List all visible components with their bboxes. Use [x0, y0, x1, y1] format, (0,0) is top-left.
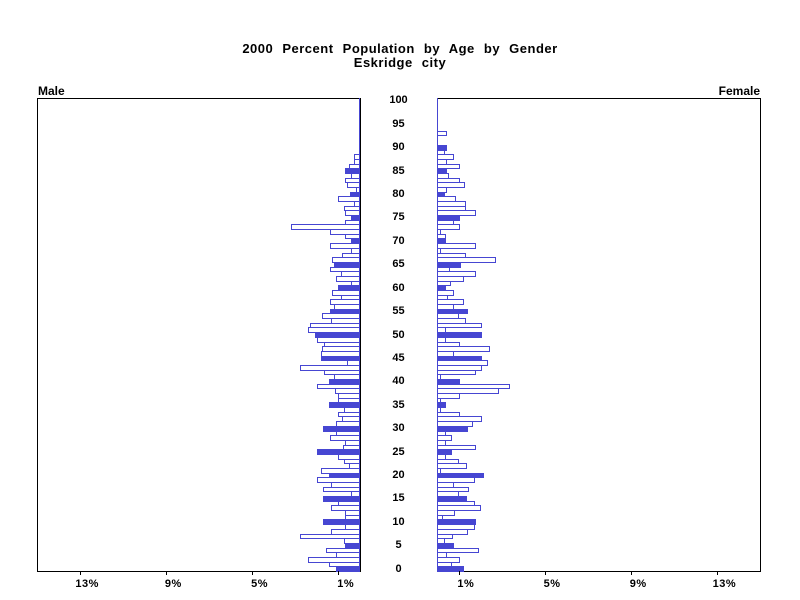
age-tick-label-35: 35	[392, 398, 405, 411]
age-tick-label-75: 75	[392, 211, 405, 224]
female-bar-age-63	[437, 271, 476, 277]
age-tick-label-90: 90	[392, 141, 405, 154]
female-x-tick-label-5: 5%	[543, 578, 561, 590]
female-x-tick-label-13: 13%	[712, 578, 737, 590]
male-bar-age-4	[326, 548, 360, 553]
male-bar-age-15	[323, 496, 360, 502]
female-bar-age-4	[437, 548, 479, 553]
age-tick-label-15: 15	[392, 492, 405, 505]
age-tick-label-55: 55	[392, 305, 405, 318]
age-tick-label-20: 20	[392, 468, 405, 481]
age-tick-label-60: 60	[392, 281, 405, 294]
female-bar-age-86	[437, 164, 460, 169]
male-x-tick-5	[252, 571, 253, 575]
age-tick-label-95: 95	[392, 117, 405, 130]
female-bar-age-79	[437, 196, 456, 202]
age-tick-label-80: 80	[392, 188, 405, 200]
female-bar-age-26	[437, 445, 476, 450]
female-x-tick-label-1: 1%	[457, 578, 475, 590]
age-tick-label-30: 30	[392, 422, 405, 435]
female-bar-age-40	[437, 379, 460, 385]
female-bar-age-66	[437, 257, 496, 263]
female-side-header: Female	[718, 84, 760, 98]
female-bar-age-2	[437, 557, 460, 563]
male-bar-age-7	[300, 534, 360, 539]
male-x-tick-label-9: 9%	[164, 578, 182, 590]
female-bar-age-67	[437, 253, 466, 258]
male-bar-age-88	[354, 154, 360, 160]
age-tick-label-40: 40	[392, 375, 405, 388]
age-tick-label-70: 70	[392, 234, 405, 247]
male-x-tick-label-1: 1%	[337, 578, 355, 590]
age-tick-label-50: 50	[392, 328, 405, 341]
male-side-header: Male	[38, 84, 65, 98]
female-x-tick-13	[717, 571, 718, 575]
female-bar-age-35	[437, 402, 446, 408]
male-bar-age-21	[321, 468, 360, 474]
female-bar-age-45	[437, 356, 482, 361]
male-x-tick-label-13: 13%	[75, 578, 99, 590]
male-bar-age-79	[338, 196, 360, 202]
male-x-tick-1	[338, 571, 339, 575]
female-bar-age-48	[437, 342, 460, 347]
female-bar-age-5	[437, 543, 454, 549]
female-bar-age-71	[437, 234, 446, 239]
male-x-tick-9	[166, 571, 167, 575]
female-bar-age-90	[437, 145, 447, 151]
age-tick-label-65: 65	[392, 258, 405, 271]
female-bar-age-69	[437, 243, 476, 249]
female-bar-age-47	[437, 346, 490, 352]
age-tick-label-25: 25	[392, 445, 405, 458]
male-bar-age-80	[350, 192, 360, 197]
female-x-tick-9	[631, 571, 632, 575]
female-bar-age-20	[437, 473, 484, 478]
male-bar-age-10	[323, 519, 360, 525]
male-bar-age-69	[330, 243, 360, 249]
female-bar-age-57	[437, 299, 464, 305]
female-bar-age-93	[437, 131, 447, 136]
female-bar-age-50	[437, 332, 482, 338]
male-bar-age-2	[308, 557, 360, 563]
age-tick-label-85: 85	[392, 164, 405, 177]
chart-title: 2000 Percent Population by Age by Gender	[242, 41, 558, 56]
male-bar-age-77	[344, 206, 360, 211]
male-bar-age-43	[300, 365, 360, 371]
female-x-tick-label-9: 9%	[629, 578, 647, 590]
chart-subtitle: Eskridge city	[353, 55, 447, 70]
age-tick-label-45: 45	[392, 351, 405, 364]
male-bar-age-60	[338, 285, 360, 291]
age-tick-label-100: 100	[389, 94, 408, 107]
male-bar-age-73	[291, 224, 360, 230]
female-bar-age-10	[437, 519, 476, 525]
female-bar-age-33	[437, 412, 460, 417]
male-plot-area	[37, 98, 361, 572]
female-plot-area	[437, 98, 761, 572]
female-bar-age-23	[437, 459, 459, 464]
age-tick-label-10: 10	[392, 515, 405, 528]
male-x-tick-13	[80, 571, 81, 575]
male-x-tick-label-5: 5%	[251, 578, 268, 590]
female-bar-age-88	[437, 154, 454, 160]
female-bar-age-39	[437, 384, 510, 389]
female-x-tick-1	[459, 571, 460, 575]
age-tick-label-0: 0	[395, 562, 402, 575]
male-bar-age-25	[317, 449, 360, 455]
female-x-tick-5	[545, 571, 546, 575]
age-tick-label-5: 5	[395, 539, 402, 552]
